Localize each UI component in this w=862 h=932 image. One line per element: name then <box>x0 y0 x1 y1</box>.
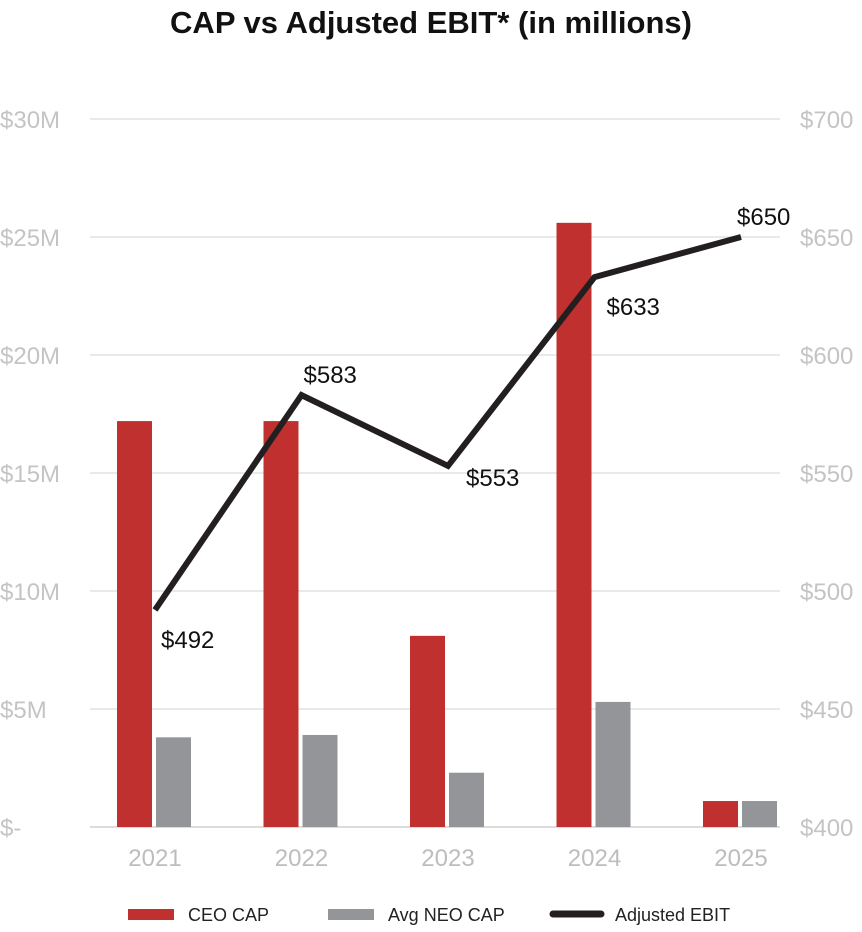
right-tick-label: $450 <box>800 697 853 724</box>
right-tick-label: $650 <box>800 225 853 252</box>
legend-label: Avg NEO CAP <box>388 905 505 925</box>
category-label: 2023 <box>421 845 474 872</box>
legend-swatch <box>128 909 174 920</box>
ceo-cap-bar <box>410 635 445 827</box>
ceo-cap-bar <box>703 801 738 827</box>
neo-cap-bar <box>302 734 338 827</box>
ebit-data-label: $492 <box>161 627 214 654</box>
ceo-cap-bar <box>117 421 152 827</box>
category-label: 2022 <box>275 845 328 872</box>
right-tick-label: $600 <box>800 343 853 370</box>
neo-cap-bar <box>449 772 484 827</box>
legend-label: Adjusted EBIT <box>615 905 730 925</box>
neo-cap-bar <box>156 737 191 827</box>
neo-cap-bar <box>742 801 777 827</box>
category-label: 2024 <box>568 845 621 872</box>
adjusted-ebit-line <box>152 234 742 612</box>
left-tick-label: $25M <box>0 225 60 252</box>
left-tick-label: $20M <box>0 343 60 370</box>
left-tick-label: $15M <box>0 461 60 488</box>
left-tick-label: $5M <box>0 697 47 724</box>
ceo-cap-bar <box>263 421 299 827</box>
ebit-data-label: $633 <box>607 294 660 321</box>
ebit-data-label: $583 <box>304 362 357 389</box>
right-tick-label: $500 <box>800 579 853 606</box>
left-tick-label: $- <box>0 815 21 842</box>
right-tick-label: $550 <box>800 461 853 488</box>
category-label: 2021 <box>128 845 181 872</box>
legend-swatch <box>328 909 374 920</box>
left-tick-label: $30M <box>0 107 60 134</box>
right-tick-label: $700 <box>800 107 853 134</box>
category-label: 2025 <box>714 845 767 872</box>
right-tick-label: $400 <box>800 815 853 842</box>
legend-label: CEO CAP <box>188 905 269 925</box>
chart-title: CAP vs Adjusted EBIT* (in millions) <box>170 5 692 40</box>
ebit-data-label: $650 <box>737 204 790 231</box>
ebit-data-label: $553 <box>466 465 519 492</box>
left-tick-label: $10M <box>0 579 60 606</box>
neo-cap-bar <box>595 701 631 827</box>
ceo-cap-bar <box>556 222 592 828</box>
